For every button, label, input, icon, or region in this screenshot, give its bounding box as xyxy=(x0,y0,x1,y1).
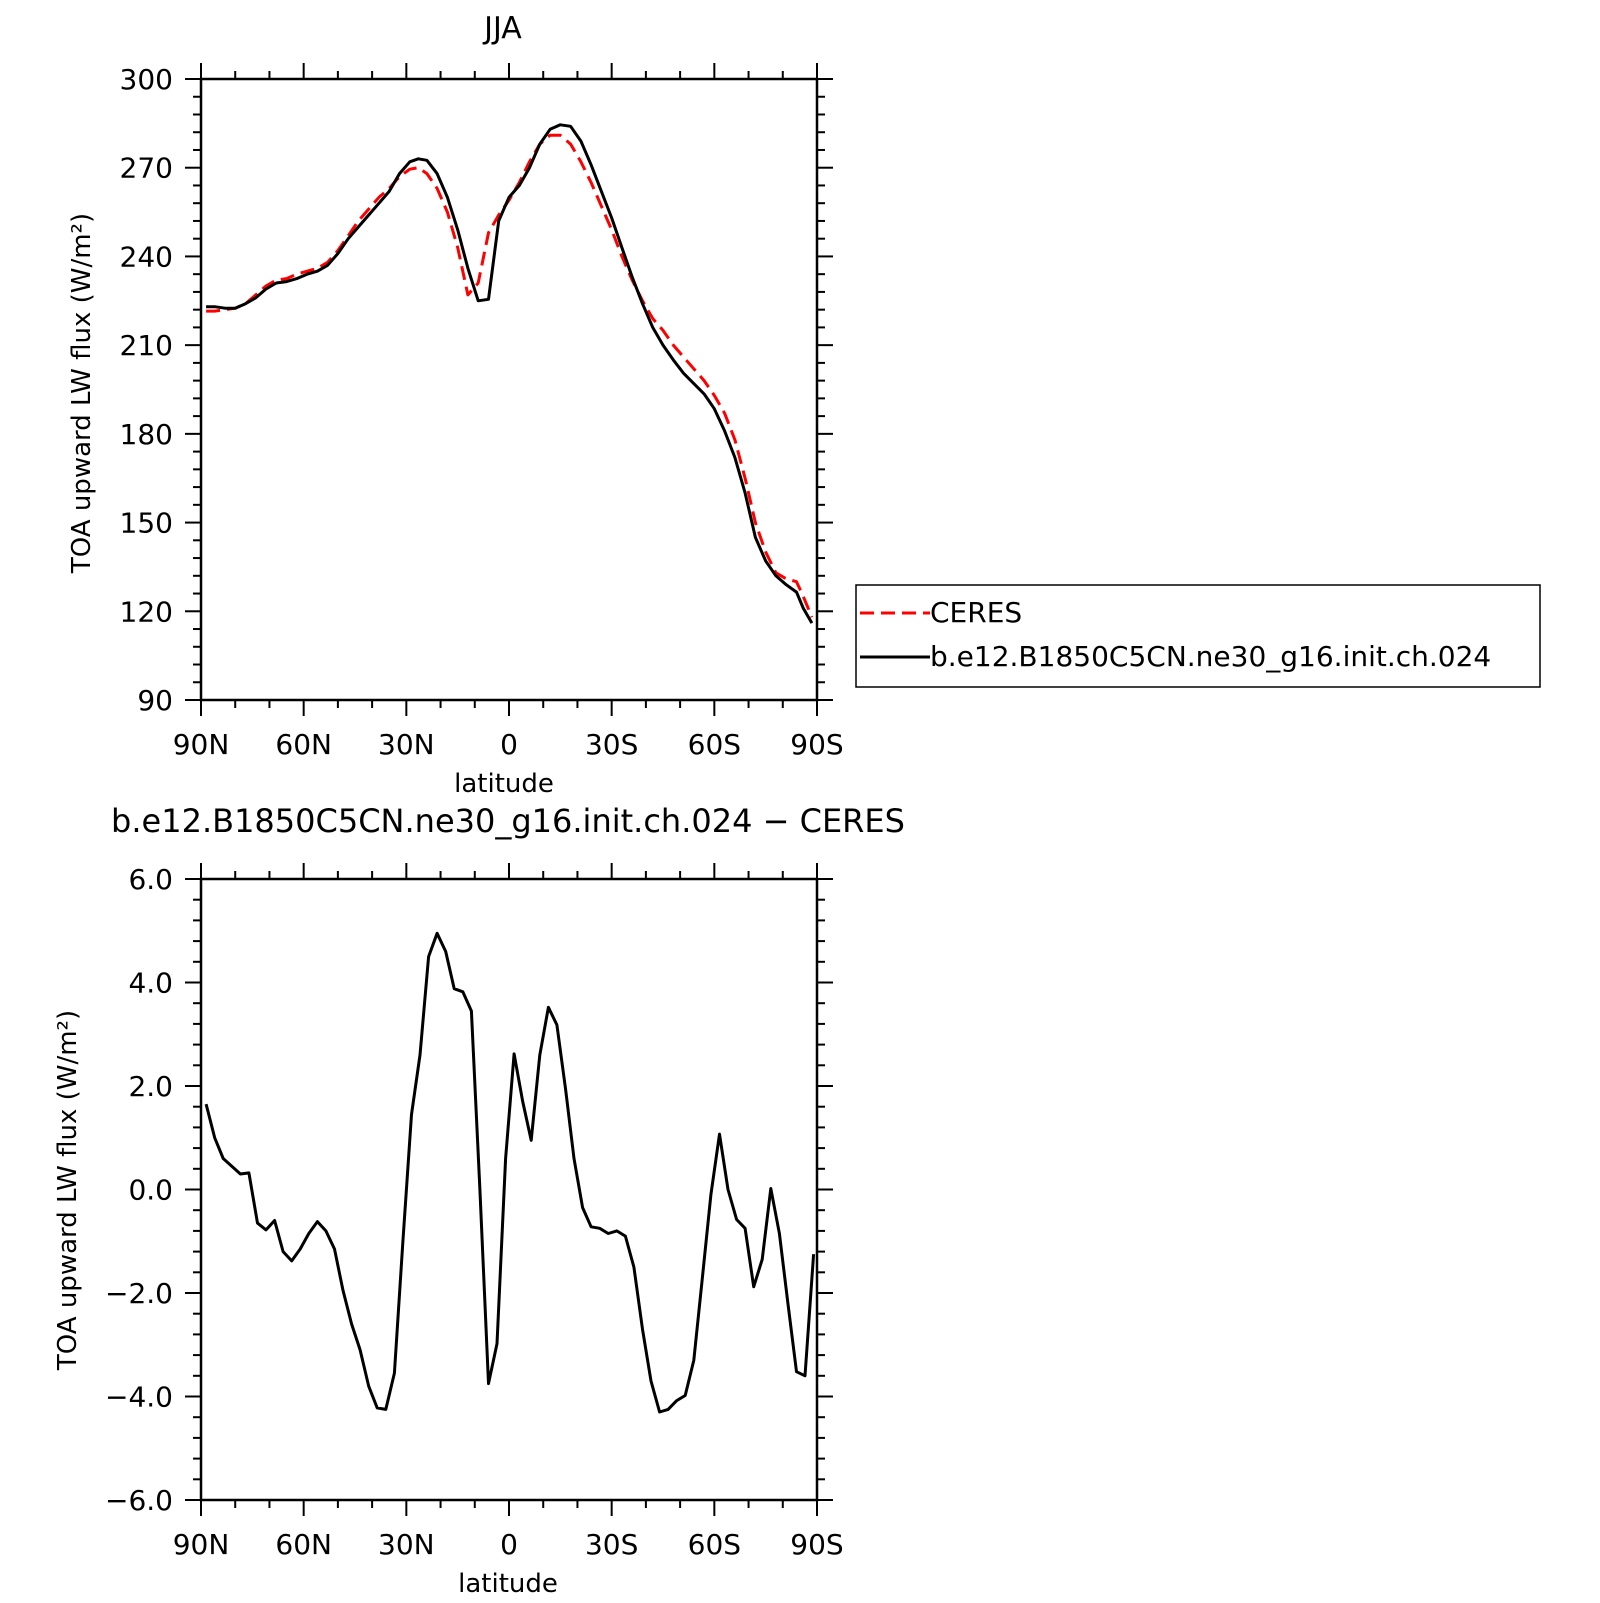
plot-frame xyxy=(199,77,819,702)
y-tick-label: 210 xyxy=(120,329,173,362)
y-tick-label: −4.0 xyxy=(105,1381,173,1414)
x-tick-label: 90S xyxy=(790,728,843,761)
x-tick-label: 90S xyxy=(790,1528,843,1561)
x-tick-label: 90N xyxy=(173,1528,230,1561)
legend-box xyxy=(855,584,1541,688)
y-axis-label: TOA upward LW flux (W/m²) xyxy=(53,1010,83,1371)
x-tick-label: 60N xyxy=(275,728,332,761)
x-tick-label: 0 xyxy=(500,728,518,761)
series-line-b-e12-b1850c5cn-ne30-g16-init-ch-024 xyxy=(206,123,814,624)
series-line-ceres xyxy=(206,133,814,618)
legend: CERES b.e12.B1850C5CN.ne30_g16.init.ch.0… xyxy=(855,584,1541,688)
y-tick-label: 300 xyxy=(120,63,173,96)
top-chart: JJA TOA upward LW flux (W/m²) latitude 9… xyxy=(67,11,1541,799)
legend-label-ceres: CERES xyxy=(930,596,1022,629)
y-tick-label: 2.0 xyxy=(128,1070,173,1103)
x-tick-label: 30S xyxy=(585,1528,638,1561)
y-tick-label: 240 xyxy=(120,240,173,273)
chart-title: b.e12.B1850C5CN.ne30_g16.init.ch.024 − C… xyxy=(111,802,905,840)
x-tick-label: 60S xyxy=(688,728,741,761)
y-tick-label: 270 xyxy=(120,152,173,185)
y-tick-label: 120 xyxy=(120,595,173,628)
y-tick-label: −2.0 xyxy=(105,1277,173,1310)
x-tick-label: 30N xyxy=(378,728,435,761)
bottom-chart: b.e12.B1850C5CN.ne30_g16.init.ch.024 − C… xyxy=(53,802,905,1599)
x-axis-label: latitude xyxy=(458,1569,558,1599)
legend-label-model: b.e12.B1850C5CN.ne30_g16.init.ch.024 xyxy=(930,640,1491,673)
y-tick-label: −6.0 xyxy=(105,1484,173,1517)
x-tick-label: 60S xyxy=(688,1528,741,1561)
y-tick-label: 180 xyxy=(120,418,173,451)
series-line-0 xyxy=(204,931,816,1414)
chart-title: JJA xyxy=(482,11,522,46)
x-axis-label: latitude xyxy=(454,769,554,799)
x-tick-label: 30S xyxy=(585,728,638,761)
plot-series xyxy=(204,931,816,1414)
plot-series xyxy=(206,123,814,624)
y-tick-label: 6.0 xyxy=(128,863,173,896)
x-tick-label: 0 xyxy=(500,1528,518,1561)
plot-axes: 90 120 150 180 210 240 270 300 90N 60N 30N 0 30S 60S 9… xyxy=(120,63,844,761)
x-tick-label: 30N xyxy=(378,1528,435,1561)
plot-frame xyxy=(199,877,819,1502)
x-tick-label: 90N xyxy=(173,728,230,761)
y-axis-label: TOA upward LW flux (W/m²) xyxy=(67,213,97,574)
x-tick-label: 60N xyxy=(275,1528,332,1561)
y-tick-label: 0.0 xyxy=(128,1174,173,1207)
plot-axes: −6.0 −4.0 −2.0 0.0 2.0 4.0 6.0 90N 60N 30N 0 30S 60S… xyxy=(105,863,844,1561)
y-tick-label: 150 xyxy=(120,507,173,540)
y-tick-label: 4.0 xyxy=(128,967,173,1000)
y-tick-label: 90 xyxy=(137,684,173,717)
